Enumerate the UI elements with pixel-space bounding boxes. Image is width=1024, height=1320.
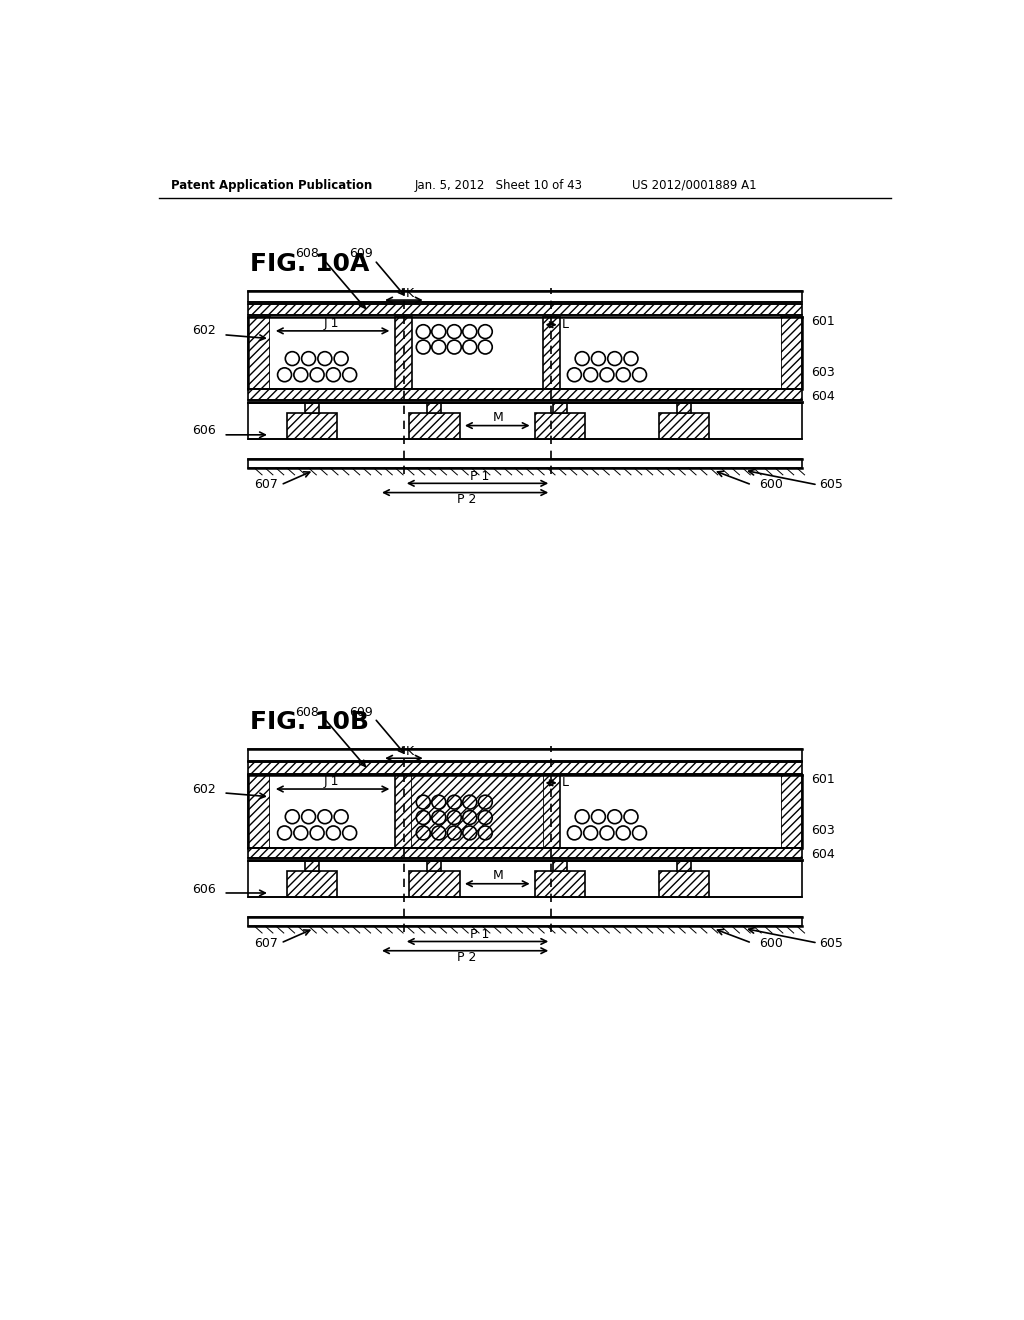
- Bar: [248, 290, 802, 302]
- Text: 608: 608: [295, 247, 318, 260]
- Text: FIG. 10A: FIG. 10A: [251, 252, 370, 276]
- Text: 601: 601: [812, 315, 836, 329]
- Bar: [543, 775, 560, 847]
- Text: M: M: [493, 411, 504, 424]
- Bar: [248, 762, 802, 774]
- Text: 600: 600: [760, 936, 783, 949]
- Bar: [248, 775, 270, 847]
- Text: 600: 600: [760, 478, 783, 491]
- Text: 606: 606: [193, 425, 216, 437]
- Text: P 2: P 2: [458, 952, 477, 964]
- Bar: [427, 862, 441, 871]
- Text: J 1: J 1: [324, 317, 339, 330]
- Text: 605: 605: [819, 478, 843, 491]
- Text: J 1: J 1: [324, 775, 339, 788]
- Text: K: K: [407, 286, 415, 300]
- Bar: [248, 917, 802, 927]
- Bar: [248, 317, 270, 389]
- Text: 603: 603: [812, 366, 836, 379]
- Text: L: L: [562, 776, 569, 789]
- Text: L: L: [562, 318, 569, 331]
- Text: K: K: [407, 744, 415, 758]
- Bar: [395, 775, 413, 847]
- Bar: [248, 389, 802, 400]
- Bar: [553, 862, 566, 871]
- Text: 606: 606: [193, 883, 216, 896]
- Text: 605: 605: [819, 936, 843, 949]
- Bar: [658, 413, 710, 438]
- Bar: [248, 748, 802, 760]
- Bar: [305, 862, 318, 871]
- Text: 602: 602: [193, 325, 216, 338]
- Text: 604: 604: [812, 389, 836, 403]
- Text: 604: 604: [812, 847, 836, 861]
- Bar: [410, 871, 460, 896]
- Text: P 2: P 2: [458, 492, 477, 506]
- Text: P 1: P 1: [470, 470, 489, 483]
- Bar: [287, 871, 337, 896]
- Bar: [535, 413, 586, 438]
- Bar: [287, 413, 337, 438]
- Bar: [677, 404, 690, 412]
- Text: 601: 601: [812, 774, 836, 787]
- Bar: [270, 775, 780, 847]
- Bar: [248, 847, 802, 858]
- Bar: [248, 404, 802, 438]
- Bar: [553, 404, 566, 412]
- Bar: [305, 404, 318, 412]
- Bar: [677, 862, 690, 871]
- Text: FIG. 10B: FIG. 10B: [251, 710, 370, 734]
- Bar: [248, 304, 802, 315]
- Bar: [248, 459, 802, 469]
- Text: 602: 602: [193, 783, 216, 796]
- Text: 609: 609: [349, 705, 373, 718]
- Text: Patent Application Publication: Patent Application Publication: [171, 178, 372, 191]
- Bar: [780, 775, 802, 847]
- Bar: [413, 775, 543, 847]
- Text: M: M: [493, 869, 504, 882]
- Text: US 2012/0001889 A1: US 2012/0001889 A1: [632, 178, 757, 191]
- Bar: [270, 317, 780, 389]
- Bar: [427, 404, 441, 412]
- Text: 608: 608: [295, 705, 318, 718]
- Bar: [535, 871, 586, 896]
- Text: Jan. 5, 2012   Sheet 10 of 43: Jan. 5, 2012 Sheet 10 of 43: [415, 178, 583, 191]
- Text: 607: 607: [254, 478, 279, 491]
- Bar: [543, 317, 560, 389]
- Bar: [658, 871, 710, 896]
- Bar: [410, 413, 460, 438]
- Bar: [248, 862, 802, 896]
- Text: 609: 609: [349, 247, 373, 260]
- Bar: [780, 317, 802, 389]
- Bar: [395, 317, 413, 389]
- Text: 607: 607: [254, 936, 279, 949]
- Text: P 1: P 1: [470, 928, 489, 941]
- Text: 603: 603: [812, 824, 836, 837]
